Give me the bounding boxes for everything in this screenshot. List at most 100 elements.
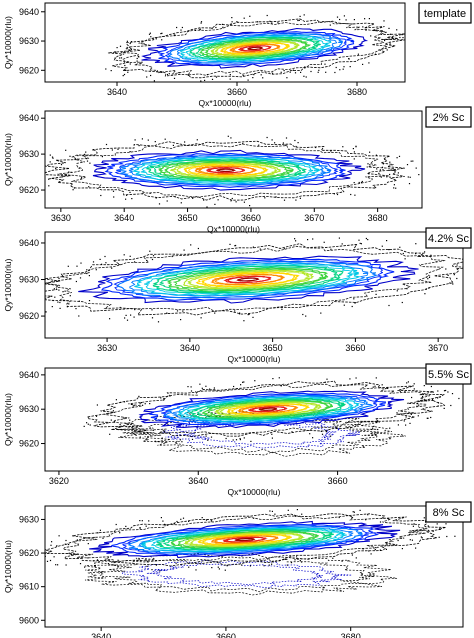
noise-speck xyxy=(368,550,370,552)
noise-speck xyxy=(274,142,276,144)
noise-speck xyxy=(152,38,154,40)
noise-speck xyxy=(226,565,228,567)
noise-speck xyxy=(166,73,168,76)
noise-speck xyxy=(381,38,383,41)
noise-speck xyxy=(78,300,80,302)
noise-speck xyxy=(88,300,91,302)
noise-speck xyxy=(271,139,273,141)
noise-speck xyxy=(136,60,138,62)
noise-speck xyxy=(120,57,123,59)
noise-speck xyxy=(58,289,60,291)
noise-speck xyxy=(348,58,350,60)
noise-speck xyxy=(174,196,176,198)
contour-line xyxy=(251,406,287,412)
noise-speck xyxy=(225,437,227,440)
noise-speck xyxy=(114,51,116,53)
noise-speck xyxy=(131,198,133,200)
noise-speck xyxy=(454,535,456,537)
noise-speck xyxy=(409,176,411,178)
contour-line xyxy=(117,154,332,186)
noise-speck xyxy=(321,433,324,435)
noise-speck xyxy=(120,436,122,438)
y-tick-label: 9620 xyxy=(19,65,39,75)
noise-speck xyxy=(396,412,398,414)
noise-speck xyxy=(269,510,271,512)
noise-speck xyxy=(149,250,151,252)
noise-speck xyxy=(334,71,336,74)
noise-speck xyxy=(110,70,112,72)
contour-line xyxy=(158,266,339,292)
noise-speck xyxy=(370,35,372,37)
noise-speck xyxy=(133,316,135,318)
noise-speck xyxy=(302,313,304,316)
x-tick-label: 3680 xyxy=(368,213,388,223)
contour-line xyxy=(158,160,294,181)
noise-speck xyxy=(297,19,299,22)
noise-speck xyxy=(125,314,127,316)
noise-speck xyxy=(456,264,458,266)
noise-speck xyxy=(280,71,282,73)
noise-speck xyxy=(178,145,180,147)
noise-speck xyxy=(271,437,273,439)
noise-speck xyxy=(206,206,208,208)
noise-speck xyxy=(125,525,127,527)
noise-speck xyxy=(333,193,335,195)
noise-speck xyxy=(280,385,282,387)
noise-speck xyxy=(111,149,113,151)
noise-speck xyxy=(187,74,189,76)
y-tick-label: 9620 xyxy=(19,439,39,449)
noise-speck xyxy=(375,29,377,31)
noise-speck xyxy=(406,164,409,166)
noise-speck xyxy=(139,527,141,529)
contour-line xyxy=(188,36,321,61)
noise-speck xyxy=(415,167,417,169)
noise-speck xyxy=(409,422,411,424)
noise-speck xyxy=(129,419,131,421)
noise-speck xyxy=(404,258,406,260)
noise-speck xyxy=(447,391,449,393)
noise-speck xyxy=(420,536,422,538)
noise-speck xyxy=(286,564,288,566)
noise-speck xyxy=(350,193,352,196)
contour-plot xyxy=(105,14,405,82)
noise-speck xyxy=(358,239,360,241)
noise-speck xyxy=(317,71,319,73)
noise-speck xyxy=(258,144,260,146)
noise-speck xyxy=(142,404,144,406)
noise-speck xyxy=(119,57,121,59)
noise-speck xyxy=(217,566,219,568)
contour-line xyxy=(225,537,267,543)
contour-line xyxy=(177,396,360,423)
noise-speck xyxy=(112,410,114,412)
noise-speck xyxy=(330,248,332,250)
noise-speck xyxy=(385,548,387,550)
noise-speck xyxy=(271,22,273,24)
noise-speck xyxy=(234,245,236,247)
noise-speck xyxy=(66,306,68,308)
noise-speck xyxy=(425,288,427,290)
noise-speck xyxy=(239,438,241,440)
contour-line xyxy=(219,402,319,417)
noise-speck xyxy=(357,425,359,427)
contour-line xyxy=(45,140,405,201)
noise-speck xyxy=(180,518,182,520)
noise-speck xyxy=(295,240,297,242)
noise-speck xyxy=(408,183,411,185)
noise-speck xyxy=(335,426,337,428)
noise-speck xyxy=(129,151,131,153)
noise-speck xyxy=(42,271,43,272)
noise-speck xyxy=(114,420,116,422)
noise-speck xyxy=(243,201,245,203)
contour-line xyxy=(104,152,346,188)
noise-speck xyxy=(382,169,384,171)
noise-speck xyxy=(200,22,202,24)
noise-speck xyxy=(195,569,197,571)
contour-line xyxy=(185,36,328,61)
contour-line xyxy=(190,532,303,547)
noise-speck xyxy=(379,549,381,551)
x-axis-label: Qx*10000(rlu) xyxy=(228,354,281,364)
noise-speck xyxy=(324,381,326,383)
noise-speck xyxy=(123,401,126,403)
contour-line xyxy=(156,528,334,551)
noise-speck xyxy=(200,80,202,82)
